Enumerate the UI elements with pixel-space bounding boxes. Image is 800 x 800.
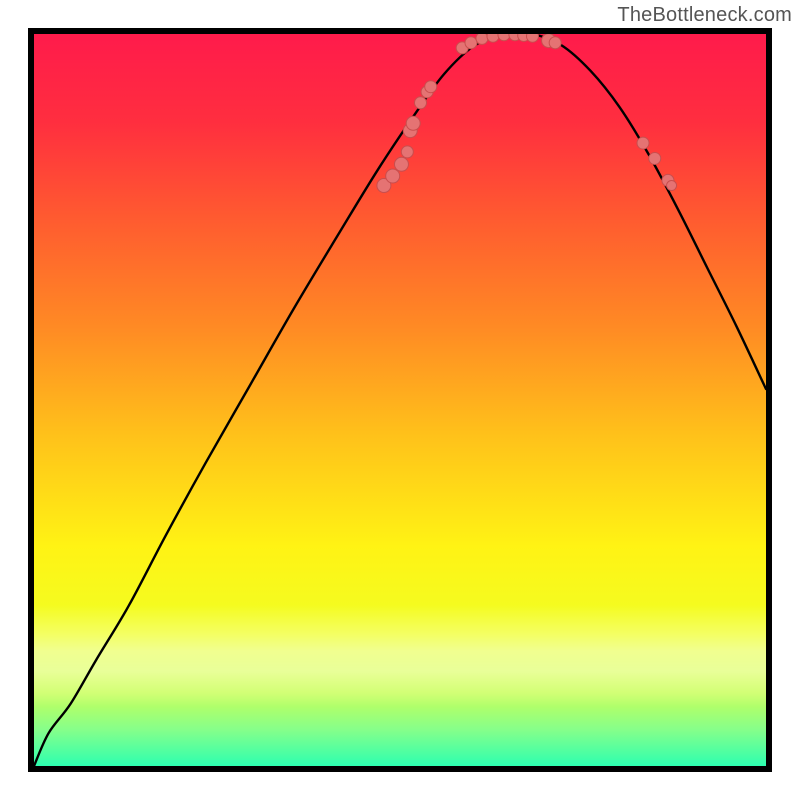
plot-area — [34, 34, 766, 766]
whitish-haze-band — [34, 605, 766, 707]
watermark-label: TheBottleneck.com — [617, 4, 792, 27]
plot-border — [28, 766, 772, 772]
chart-frame: TheBottleneck.com — [0, 0, 800, 800]
plot-border — [766, 28, 772, 772]
